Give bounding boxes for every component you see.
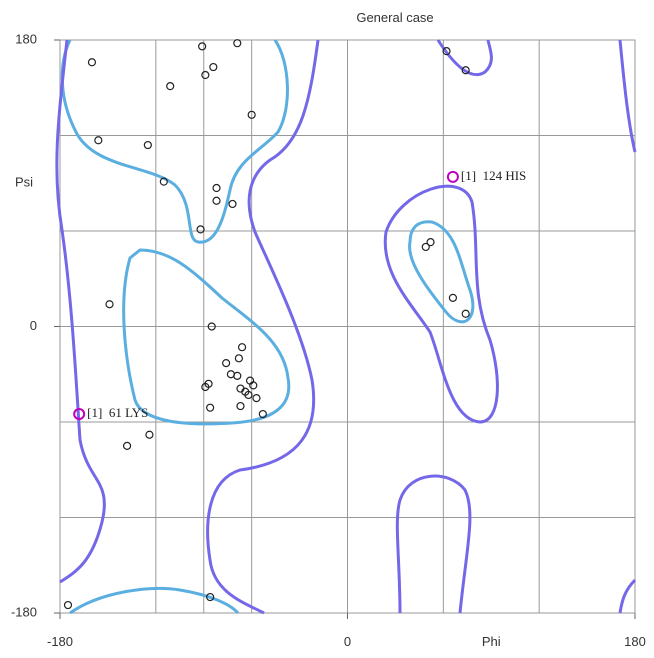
point xyxy=(143,140,152,150)
point xyxy=(94,136,103,145)
point xyxy=(159,177,168,186)
outlier-point xyxy=(73,408,86,421)
point xyxy=(212,183,221,193)
point xyxy=(461,66,470,75)
point xyxy=(196,225,205,234)
x-tick-label: 0 xyxy=(344,634,351,649)
point xyxy=(245,376,255,385)
point xyxy=(207,322,216,331)
point xyxy=(442,47,451,56)
contour-inner xyxy=(122,248,291,426)
contour-inner xyxy=(69,586,240,615)
point xyxy=(206,592,215,602)
y-tick-label: 0 xyxy=(30,318,37,333)
point xyxy=(234,354,243,363)
point xyxy=(222,359,231,368)
point xyxy=(105,300,114,309)
x-tick-label: 180 xyxy=(624,634,646,649)
point xyxy=(233,371,242,380)
contour-outer xyxy=(395,474,472,614)
point xyxy=(233,39,242,48)
point xyxy=(209,62,218,72)
x-tick-label: -180 xyxy=(47,634,73,649)
contours xyxy=(55,39,637,615)
point xyxy=(166,82,175,91)
contour-outer xyxy=(436,39,493,77)
contour-inner xyxy=(408,220,475,324)
contour-outer xyxy=(55,39,106,584)
point xyxy=(247,110,256,119)
contour-outer xyxy=(206,39,320,615)
point xyxy=(198,42,207,51)
point xyxy=(448,293,458,302)
contour-outer xyxy=(383,184,499,424)
point xyxy=(236,401,245,411)
point xyxy=(206,403,215,412)
point-label: [1] 61 LYS xyxy=(87,405,148,420)
grid xyxy=(59,39,636,614)
point xyxy=(228,199,237,209)
point xyxy=(201,70,210,80)
contour-inner xyxy=(60,39,289,244)
point xyxy=(145,430,154,439)
point-label: [1] 124 HIS xyxy=(461,168,526,183)
y-tick-label: 180 xyxy=(15,31,37,46)
point xyxy=(426,238,435,247)
point xyxy=(258,409,267,419)
point xyxy=(237,343,247,352)
point xyxy=(122,441,132,450)
point xyxy=(252,394,261,403)
point xyxy=(87,58,97,67)
outlier-point xyxy=(446,170,459,183)
point xyxy=(63,600,73,610)
point xyxy=(212,196,221,205)
point xyxy=(236,384,245,393)
point xyxy=(421,242,430,252)
x-axis-label: Phi xyxy=(482,634,501,649)
y-axis-label: Psi xyxy=(15,175,33,190)
contour-outer xyxy=(618,578,637,614)
point xyxy=(461,309,470,318)
point xyxy=(201,382,210,392)
y-tick-label: -180 xyxy=(11,604,37,619)
chart-title: General case xyxy=(356,10,433,25)
contour-outer xyxy=(618,39,637,153)
